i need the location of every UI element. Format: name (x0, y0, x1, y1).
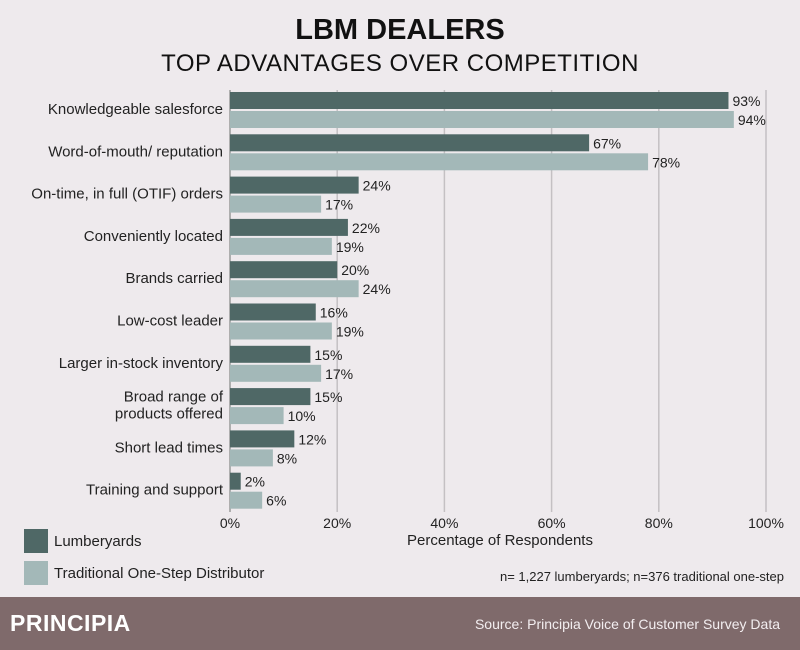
bar (230, 280, 359, 298)
bar (230, 111, 734, 128)
bar-chart: 0% 20% 40% 60% 80% 100% Knowledgeable salesfor… (31, 90, 784, 531)
legend-label: Traditional One-Step Distributor (54, 564, 265, 582)
category-label: Knowledgeable salesforce (48, 101, 223, 118)
data-label: 2% (245, 474, 265, 490)
x-tick-label: 80% (645, 515, 673, 531)
bar (230, 303, 316, 321)
x-tick-label: 0% (220, 515, 240, 531)
data-label: 67% (593, 135, 621, 151)
x-tick-label: 60% (538, 515, 566, 531)
bar (230, 430, 295, 448)
footer: PRINCIPIA Source: Principia Voice of Cus… (0, 597, 800, 650)
data-label: 94% (738, 112, 766, 128)
bar (230, 237, 332, 255)
category-label: Conveniently located (84, 228, 223, 245)
data-label: 24% (363, 281, 391, 297)
bar (230, 134, 590, 152)
data-label: 6% (266, 493, 286, 509)
category-label: Broad range of (124, 389, 224, 406)
chart-subtitle: TOP ADVANTAGES OVER COMPETITION (161, 50, 639, 77)
category-label: On-time, in full (OTIF) orders (31, 186, 223, 203)
data-label: 15% (314, 389, 342, 405)
bar (230, 472, 241, 490)
x-tick-label: 40% (430, 515, 458, 531)
source-text: Source: Principia Voice of Customer Surv… (474, 616, 780, 632)
data-label: 17% (325, 366, 353, 382)
x-axis-label: Percentage of Respondents (407, 532, 593, 549)
bar (230, 92, 729, 109)
category-label: Short lead times (115, 439, 223, 456)
principia-logo: PRINCIPIA (10, 610, 131, 636)
bar (230, 449, 273, 467)
bar (230, 322, 332, 340)
data-label: 8% (277, 450, 297, 466)
data-label: 16% (320, 305, 348, 321)
data-label: 93% (732, 93, 760, 109)
bar (230, 364, 322, 382)
category-label: products offered (115, 406, 223, 423)
category-label: Larger in-stock inventory (59, 355, 224, 372)
category-label: Low-cost leader (117, 313, 223, 330)
category-label: Training and support (86, 482, 224, 499)
legend-lumberyards: Lumberyards (24, 529, 142, 553)
bar (230, 195, 322, 213)
data-label: 19% (336, 239, 364, 255)
data-label: 20% (341, 262, 369, 278)
data-label: 17% (325, 197, 353, 213)
x-tick-label: 100% (748, 515, 784, 531)
category-label: Brands carried (125, 270, 223, 287)
data-label: 22% (352, 220, 380, 236)
bar (230, 261, 338, 279)
bar (230, 407, 284, 425)
data-label: 15% (314, 347, 342, 363)
bar (230, 176, 359, 194)
legend-label: Lumberyards (54, 532, 142, 550)
bar (230, 345, 311, 363)
data-label: 78% (652, 154, 680, 170)
sample-note: n= 1,227 lumberyards; n=376 traditional … (499, 569, 784, 584)
bar (230, 491, 263, 509)
legend-traditional: Traditional One-Step Distributor (24, 561, 264, 585)
legend-swatch (24, 561, 48, 585)
bar (230, 153, 649, 171)
category-label: Word-of-mouth/ reputation (48, 143, 223, 160)
bar (230, 388, 311, 406)
chart-title: LBM DEALERS (295, 14, 505, 46)
data-label: 19% (336, 324, 364, 340)
data-label: 24% (363, 178, 391, 194)
bar (230, 218, 348, 236)
x-tick-label: 20% (323, 515, 351, 531)
legend-swatch (24, 529, 48, 553)
data-label: 10% (288, 408, 316, 424)
data-label: 12% (298, 431, 326, 447)
